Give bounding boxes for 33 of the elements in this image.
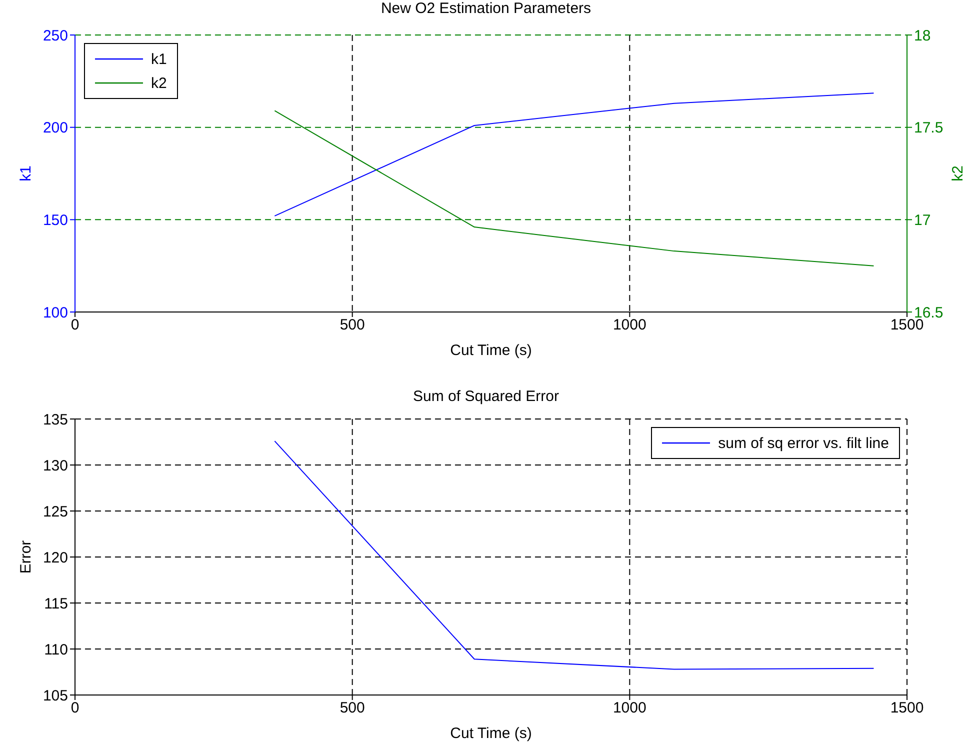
x-axis-title: Cut Time (s) (450, 725, 532, 742)
legend-label: k1 (151, 50, 167, 68)
y-tick-label: 115 (44, 595, 68, 612)
x-tick-label: 500 (340, 316, 365, 334)
x-tick-label: 0 (70, 316, 80, 334)
x-tick-label: 0 (70, 700, 80, 717)
x-tick-label: 1500 (890, 316, 924, 334)
y-axis-title: k1 (17, 166, 34, 182)
y-tick-label: 135 (42, 411, 68, 428)
line-series (274, 92, 874, 216)
y-tick-label: 125 (42, 503, 68, 520)
y2-tick-label: 17.5 (914, 120, 944, 137)
chart-title: New O2 Estimation Parameters (380, 0, 592, 17)
legend-label: k2 (151, 74, 167, 92)
y-tick-label: 250 (42, 27, 68, 44)
y-tick-label: 130 (42, 457, 68, 474)
y-tick-label: 105 (42, 687, 68, 704)
x-tick-label: 1000 (612, 316, 646, 334)
x-tick-label: 1000 (612, 700, 646, 717)
y2-axis-title: k2 (949, 166, 966, 182)
legend-label: sum of sq error vs. filt line (718, 434, 889, 452)
x-tick-label: 500 (340, 700, 365, 717)
y2-tick-label: 17 (914, 212, 931, 229)
y-tick-label: 110 (44, 641, 68, 658)
y-axis-title: Error (17, 540, 34, 574)
y-tick-label: 150 (42, 212, 68, 229)
y-tick-label: 100 (42, 304, 68, 322)
y-tick-label: 120 (42, 549, 68, 566)
x-tick-label: 1500 (890, 700, 924, 717)
y-tick-label: 200 (42, 120, 68, 137)
y2-tick-label: 18 (914, 27, 931, 44)
x-axis-title: Cut Time (s) (450, 342, 532, 359)
chart-title: Sum of Squared Error (412, 388, 560, 405)
